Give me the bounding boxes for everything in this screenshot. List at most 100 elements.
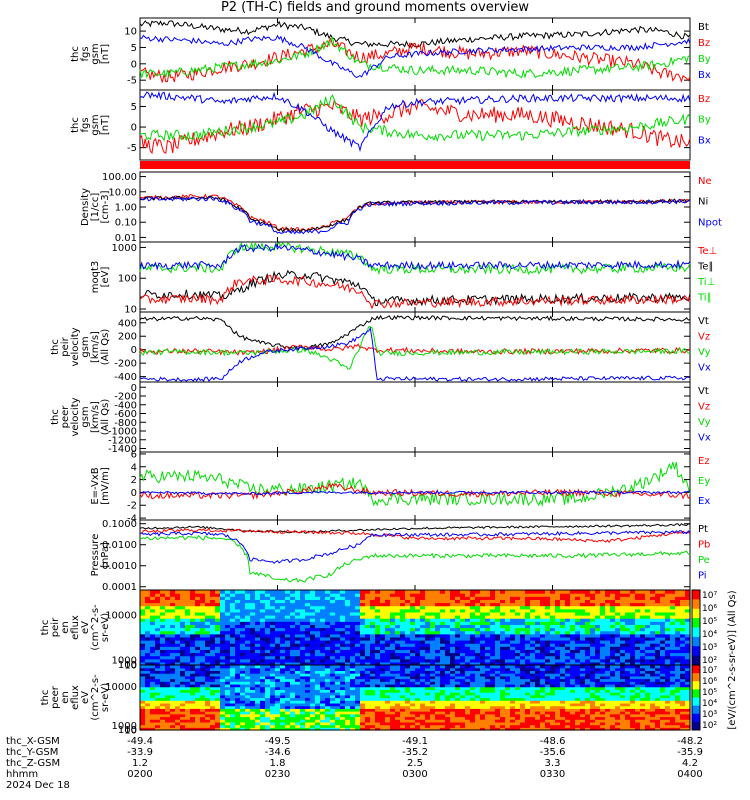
- spectro-cell: [670, 640, 676, 644]
- spectro-cell: [285, 636, 291, 641]
- spectro-cell: [385, 700, 391, 704]
- spectro-cell: [285, 621, 291, 625]
- spectro-cell: [160, 599, 166, 604]
- spectro-cell: [575, 608, 581, 613]
- spectro-cell: [470, 655, 476, 660]
- spectro-cell: [365, 697, 371, 701]
- spectro-cell: [275, 624, 281, 629]
- spectro-cell: [345, 602, 351, 607]
- spectro-cell: [490, 692, 496, 696]
- spectro-cell: [260, 716, 266, 720]
- spectro-cell: [175, 727, 181, 731]
- spectro-cell: [685, 593, 691, 597]
- spectro-cell: [555, 590, 561, 594]
- spectro-cell: [270, 719, 276, 723]
- spectro-cell: [260, 646, 266, 650]
- spectro-cell: [290, 621, 296, 625]
- spectro-cell: [595, 658, 601, 663]
- spectro-cell: [325, 692, 331, 696]
- spectro-cell: [310, 711, 316, 715]
- spectro-cell: [145, 602, 151, 607]
- spectro-cell: [455, 643, 461, 647]
- spectro-cell: [180, 700, 186, 704]
- spectro-cell: [355, 692, 361, 696]
- spectro-cell: [335, 727, 341, 731]
- spectro-cell: [285, 624, 291, 629]
- spectro-cell: [210, 711, 216, 715]
- spectro-cell: [240, 649, 246, 654]
- spectro-cell: [170, 673, 176, 677]
- spectro-cell: [405, 665, 411, 669]
- spectro-cell: [165, 683, 171, 688]
- spectro-cell: [145, 608, 151, 613]
- spectro-cell: [190, 643, 196, 647]
- spectro-cell: [580, 661, 586, 666]
- spectro-cell: [540, 649, 546, 654]
- legend-Vy: Vy: [698, 417, 711, 428]
- spectro-cell: [265, 608, 271, 613]
- spectro-cell: [225, 643, 231, 647]
- spectro-cell: [585, 590, 591, 594]
- spectro-cell: [550, 605, 556, 610]
- spectro-cell: [220, 611, 226, 616]
- spectro-cell: [265, 624, 271, 629]
- spectro-cell: [460, 618, 466, 622]
- spectro-cell: [420, 705, 426, 709]
- spectro-cell: [430, 655, 436, 660]
- spectro-cell: [195, 683, 201, 688]
- ylabel-line: thc: [50, 339, 61, 355]
- spectro-cell: [245, 590, 251, 594]
- spectro-cell: [145, 652, 151, 657]
- spectro-cell: [465, 708, 471, 712]
- spectro-cell: [310, 665, 316, 669]
- spectro-cell: [535, 667, 541, 672]
- spectro-cell: [245, 692, 251, 696]
- spectro-cell: [380, 652, 386, 657]
- spectro-cell: [140, 605, 146, 610]
- spectro-cell: [315, 611, 321, 616]
- spectro-cell: [230, 700, 236, 704]
- spectro-cell: [355, 627, 361, 632]
- spectro-cell: [170, 670, 176, 674]
- spectro-cell: [425, 627, 431, 632]
- spectro-cell: [475, 686, 481, 690]
- spectro-cell: [240, 727, 246, 731]
- spectro-cell: [320, 636, 326, 641]
- spectro-cell: [215, 599, 221, 604]
- spectro-cell: [350, 599, 356, 604]
- spectro-cell: [515, 655, 521, 660]
- spectro-cell: [665, 618, 671, 622]
- spectro-cell: [625, 646, 631, 650]
- spectro-cell: [400, 652, 406, 657]
- spectro-cell: [315, 618, 321, 622]
- spectro-cell: [225, 713, 231, 718]
- spectro-cell: [400, 697, 406, 701]
- spectro-cell: [445, 700, 451, 704]
- spectro-cell: [430, 678, 436, 682]
- spectro-cell: [380, 630, 386, 635]
- spectro-cell: [160, 713, 166, 718]
- spectro-cell: [325, 605, 331, 610]
- spectro-cell: [485, 711, 491, 715]
- spectro-cell: [200, 670, 206, 674]
- spectro-cell: [315, 658, 321, 663]
- spectro-cell: [335, 686, 341, 690]
- spectro-cell: [500, 713, 506, 718]
- spectro-cell: [610, 608, 616, 613]
- spectro-cell: [300, 702, 306, 707]
- spectro-cell: [410, 694, 416, 699]
- spectro-cell: [520, 599, 526, 604]
- spectro-cell: [165, 661, 171, 666]
- spectro-cell: [235, 615, 241, 619]
- spectro-cell: [275, 611, 281, 616]
- spectro-cell: [195, 694, 201, 699]
- spectro-cell: [440, 608, 446, 613]
- spectro-cell: [200, 700, 206, 704]
- spectro-cell: [240, 724, 246, 728]
- spectro-cell: [155, 705, 161, 709]
- series-Vx: [139, 326, 691, 382]
- spectro-cell: [485, 670, 491, 674]
- spectro-cell: [560, 593, 566, 597]
- spectro-cell: [645, 611, 651, 616]
- spectro-cell: [340, 702, 346, 707]
